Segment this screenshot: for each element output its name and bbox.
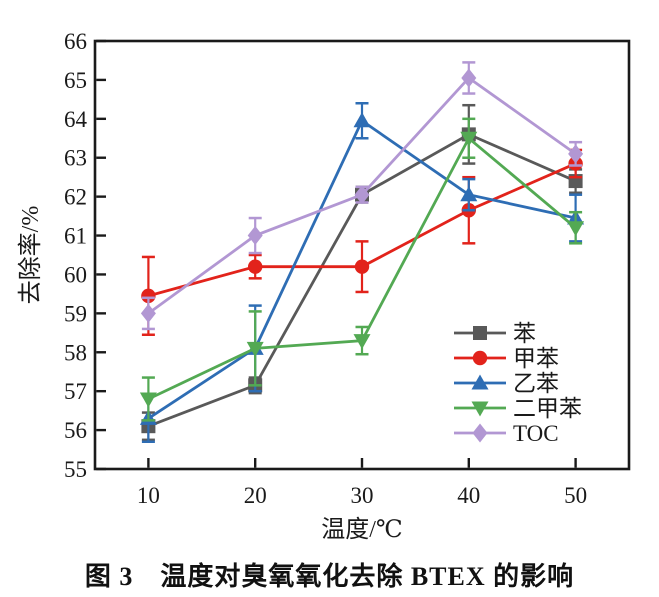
legend-item-benzene: 苯 xyxy=(454,321,536,346)
series-toc xyxy=(140,61,584,331)
series-xylene xyxy=(139,117,585,422)
x-tick-label: 50 xyxy=(564,483,587,508)
legend-label: TOC xyxy=(513,421,559,446)
figure-caption: 图 3 温度对臭氧氧化去除 BTEX 的影响 xyxy=(84,562,575,591)
legend-label: 乙苯 xyxy=(513,371,559,396)
y-tick-label: 61 xyxy=(64,224,87,249)
legend-item-toluene: 甲苯 xyxy=(454,346,559,371)
y-tick-label: 66 xyxy=(64,29,87,54)
chart-canvas: 55 56 57 58 59 60 61 62 63 64 65 66 10 20 30 40 50 温度/℃ 去除… xyxy=(17,29,631,543)
legend-label: 甲苯 xyxy=(513,346,559,371)
y-tick-label: 58 xyxy=(64,340,87,365)
series-toluene xyxy=(141,148,583,337)
legend-label: 二甲苯 xyxy=(513,396,582,421)
y-tick-label: 57 xyxy=(64,379,87,404)
y-tick-label: 55 xyxy=(64,457,87,482)
y-tick-label: 60 xyxy=(64,262,87,287)
y-axis: 55 56 57 58 59 60 61 62 63 64 65 66 xyxy=(64,29,106,482)
x-tick-label: 30 xyxy=(351,483,374,508)
legend-item-toc: TOC xyxy=(454,421,559,446)
x-tick-label: 40 xyxy=(457,483,480,508)
y-tick-label: 59 xyxy=(64,301,87,326)
x-axis: 10 20 30 40 50 xyxy=(137,458,587,508)
x-tick-label: 10 xyxy=(137,483,160,508)
y-tick-label: 56 xyxy=(64,418,87,443)
y-tick-label: 64 xyxy=(64,107,88,132)
y-tick-label: 62 xyxy=(64,185,87,210)
axes-box xyxy=(93,39,631,471)
x-axis-title: 温度/℃ xyxy=(321,516,403,543)
legend-item-ethylbenzene: 乙苯 xyxy=(454,371,559,396)
legend-label: 苯 xyxy=(513,321,536,346)
y-tick-label: 63 xyxy=(64,146,87,171)
y-tick-label: 65 xyxy=(64,68,87,93)
legend-item-xylene: 二甲苯 xyxy=(454,396,582,421)
y-axis-title: 去除率/% xyxy=(17,206,44,305)
x-tick-label: 20 xyxy=(244,483,267,508)
